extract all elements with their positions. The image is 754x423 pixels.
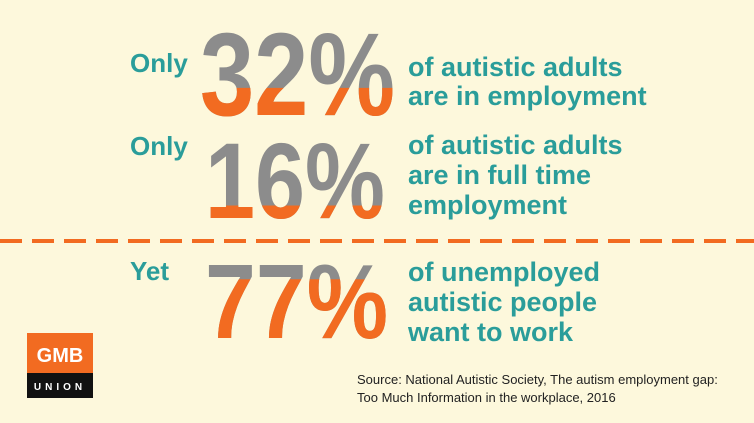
- logo-subtitle: UNION: [34, 382, 86, 393]
- stat-number-fill: 32%: [200, 9, 395, 141]
- stat-text: are in employment: [408, 81, 647, 111]
- stat-text: are in full time: [408, 160, 591, 190]
- stat-text: of autistic adults: [408, 130, 623, 160]
- stat-number-fill: 16%: [205, 120, 385, 241]
- source-line: Too Much Information in the workplace, 2…: [357, 390, 616, 405]
- logo-name: GMB: [37, 345, 84, 367]
- stat-number: 32%: [200, 9, 395, 141]
- stat-number: 16%: [205, 120, 385, 241]
- stat-text: employment: [408, 190, 567, 220]
- source-line: Source: National Autistic Society, The a…: [357, 372, 718, 387]
- stat-prefix: Yet: [130, 256, 169, 286]
- stat-prefix: Only: [130, 131, 188, 161]
- stat-number-fill: 77%: [205, 243, 388, 361]
- stat-text: of unemployed: [408, 257, 600, 287]
- logo-box: [27, 333, 93, 373]
- logo-band: [27, 373, 93, 398]
- stat-prefix: Only: [130, 48, 188, 78]
- stat-text: of autistic adults: [408, 52, 623, 82]
- stat-text: autistic people: [408, 287, 597, 317]
- stat-number: 77%: [205, 243, 388, 361]
- stat-text: want to work: [407, 317, 574, 347]
